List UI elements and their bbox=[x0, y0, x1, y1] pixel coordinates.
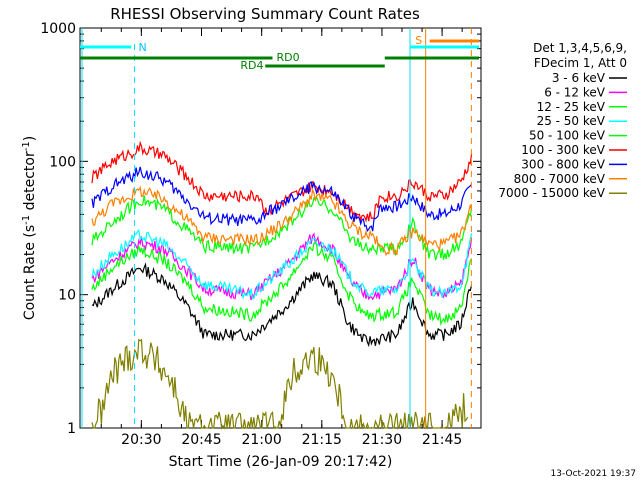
legend-entry-label: 3 - 6 keV bbox=[552, 71, 606, 85]
plot-frame bbox=[79, 27, 482, 429]
series-line bbox=[91, 140, 473, 223]
x-tick-label: 21:45 bbox=[422, 432, 462, 448]
legend-entry-label: 6 - 12 keV bbox=[544, 85, 606, 99]
series-line bbox=[91, 185, 473, 257]
x-tick-label: 21:15 bbox=[302, 432, 342, 448]
legend-entry-label: 25 - 50 keV bbox=[537, 114, 606, 128]
series-line bbox=[91, 338, 469, 430]
series-line bbox=[91, 241, 473, 327]
series-line bbox=[91, 262, 473, 348]
y-axis-label: Count Rate (s-1 detector-1) bbox=[21, 136, 38, 320]
legend-header: FDecim 1, Att 0 bbox=[534, 56, 627, 70]
x-tick-label: 21:00 bbox=[241, 432, 281, 448]
y-tick-label: 100 bbox=[49, 154, 76, 170]
x-axis-label: Start Time (26-Jan-09 20:17:42) bbox=[169, 454, 393, 470]
legend-entry-label: 50 - 100 keV bbox=[529, 129, 606, 143]
legend-entry-label: 800 - 7000 keV bbox=[514, 172, 606, 186]
series-line bbox=[91, 195, 473, 261]
legend-entry-label: 7000 - 15000 keV bbox=[498, 186, 605, 200]
timestamp: 13-Oct-2021 19:37 bbox=[551, 469, 636, 479]
night-bar-label: N bbox=[139, 41, 147, 54]
y-tick-label: 10 bbox=[58, 288, 76, 304]
series-line bbox=[91, 228, 473, 300]
chart-title: RHESSI Observing Summary Count Rates bbox=[110, 5, 420, 23]
legend-entry-label: 100 - 300 keV bbox=[521, 143, 605, 157]
legend-entry-label: 12 - 25 keV bbox=[537, 100, 606, 114]
x-tick-label: 20:45 bbox=[181, 432, 221, 448]
series-line bbox=[91, 232, 473, 301]
x-tick-label: 21:30 bbox=[362, 432, 402, 448]
rd0-label: RD0 bbox=[276, 51, 299, 64]
x-tick-label: 20:30 bbox=[121, 432, 161, 448]
saa-bar-label: S bbox=[415, 34, 422, 47]
y-tick-label: 1000 bbox=[40, 21, 76, 37]
series-line bbox=[91, 166, 473, 232]
rd4-label: RD4 bbox=[240, 59, 263, 72]
legend-header: Det 1,3,4,5,6,9, bbox=[533, 41, 627, 55]
legend-entry-label: 300 - 800 keV bbox=[521, 157, 605, 171]
y-tick-label: 1 bbox=[67, 421, 76, 437]
